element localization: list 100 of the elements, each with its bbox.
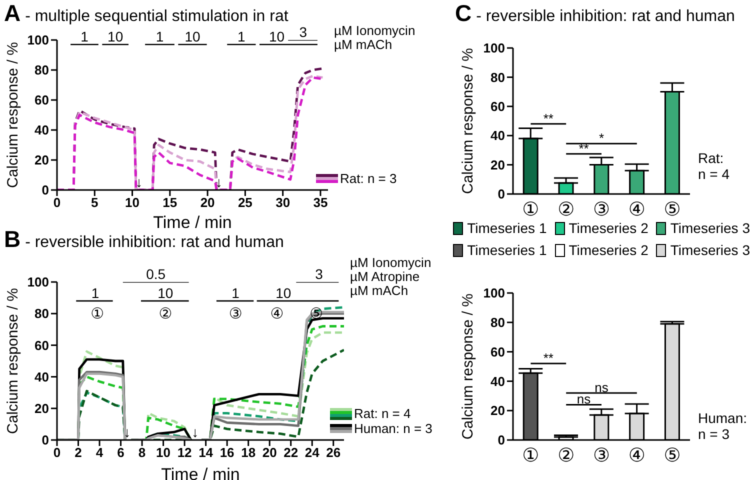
legend-label: Rat: n = 3 bbox=[340, 171, 397, 186]
annotation: 3 bbox=[299, 24, 308, 40]
annotation: 10 bbox=[269, 28, 285, 44]
y-tick-label: 80 bbox=[34, 62, 49, 78]
x-tick-label: 24 bbox=[304, 445, 320, 460]
x-tick-label: ④ bbox=[628, 198, 646, 220]
annotation: ↓ bbox=[136, 174, 143, 190]
annotation: 10 bbox=[108, 28, 124, 44]
annotation: 3 bbox=[315, 266, 324, 282]
chart-title: C - reversible inhibition: rat and human bbox=[455, 0, 735, 27]
y-tick-label: 0 bbox=[498, 432, 505, 448]
x-tick-label: ③ bbox=[592, 198, 610, 220]
text: Rat: n = 4 bbox=[698, 150, 730, 182]
x-tick-label: 12 bbox=[177, 445, 192, 460]
legend-label: Human: n = 3 bbox=[354, 421, 432, 436]
annotation: ② bbox=[158, 304, 172, 322]
x-tick-label: ① bbox=[522, 444, 540, 466]
y-tick-label: 40 bbox=[490, 374, 505, 389]
annotation: ** bbox=[543, 350, 554, 366]
y-tick-label: 60 bbox=[34, 92, 49, 108]
x-tick-label: 6 bbox=[117, 445, 124, 460]
text: Human: n = 3 bbox=[698, 410, 748, 442]
text: µM mACh bbox=[334, 37, 392, 52]
annotation: 10 bbox=[158, 284, 174, 301]
x-tick-label: ③ bbox=[592, 444, 610, 466]
annotation: ns bbox=[594, 380, 609, 395]
x-axis-title: Time / min bbox=[153, 213, 232, 232]
y-tick-label: 40 bbox=[34, 122, 49, 138]
annotation: ④ bbox=[270, 304, 284, 322]
annotation: ↓ bbox=[124, 424, 131, 440]
text: µM Ionomycin bbox=[334, 23, 416, 38]
x-tick-label: 22 bbox=[284, 445, 298, 460]
y-tick-label: 60 bbox=[490, 344, 505, 360]
y-tick-label: 100 bbox=[483, 40, 505, 56]
x-tick-label: ② bbox=[558, 444, 575, 466]
y-tick-label: 100 bbox=[483, 286, 505, 301]
x-axis-title: Time / min bbox=[161, 465, 240, 480]
legend-label: Timeseries 3 bbox=[670, 220, 750, 236]
legend-label: Timeseries 2 bbox=[568, 242, 648, 258]
annotation: ③ bbox=[228, 304, 242, 322]
legend-label: Timeseries 1 bbox=[467, 242, 547, 258]
y-axis-title: Calcium response / % bbox=[4, 42, 22, 188]
annotation: 0.5 bbox=[146, 266, 166, 282]
y-tick-label: 0 bbox=[42, 432, 49, 448]
y-tick-label: 100 bbox=[27, 32, 49, 48]
y-tick-label: 20 bbox=[490, 157, 505, 172]
annotation: 1 bbox=[91, 284, 100, 301]
annotation: ① bbox=[90, 304, 104, 322]
legend-label: Timeseries 1 bbox=[467, 220, 547, 236]
x-tick-label: 16 bbox=[220, 445, 234, 460]
y-tick-label: 0 bbox=[42, 182, 49, 198]
x-tick-label: ⑤ bbox=[664, 444, 681, 466]
x-tick-label: 26 bbox=[326, 445, 341, 460]
y-tick-label: 80 bbox=[34, 306, 49, 322]
x-tick-label: 18 bbox=[241, 445, 256, 460]
annotation: 10 bbox=[276, 284, 292, 301]
x-tick-label: 35 bbox=[313, 195, 328, 210]
x-tick-label: 0 bbox=[53, 195, 61, 210]
annotation: 1 bbox=[232, 284, 240, 301]
x-tick-label: 4 bbox=[96, 445, 104, 460]
legend-label: Timeseries 2 bbox=[568, 220, 648, 236]
y-tick-label: 20 bbox=[34, 152, 49, 168]
x-tick-label: 20 bbox=[262, 445, 277, 460]
annotation: 1 bbox=[238, 28, 246, 44]
annotation: 1 bbox=[80, 28, 89, 44]
x-tick-label: 10 bbox=[125, 195, 140, 210]
text: µM mACh bbox=[350, 283, 408, 298]
x-tick-label: 10 bbox=[156, 445, 171, 460]
x-tick-label: 14 bbox=[198, 445, 214, 460]
y-tick-label: 40 bbox=[34, 369, 49, 384]
x-tick-label: 30 bbox=[276, 195, 290, 210]
annotation: 10 bbox=[184, 28, 200, 44]
annotation: ns bbox=[576, 392, 592, 407]
text: µM Ionomycin bbox=[350, 255, 432, 270]
y-tick-label: 40 bbox=[490, 128, 505, 144]
x-tick-label: ② bbox=[558, 198, 575, 220]
annotation: * bbox=[598, 130, 604, 146]
x-tick-label: ⑤ bbox=[664, 198, 681, 220]
annotation: ** bbox=[543, 110, 554, 126]
y-tick-label: 100 bbox=[27, 274, 49, 290]
y-axis-title: Calcium response / % bbox=[4, 288, 22, 434]
y-tick-label: 80 bbox=[490, 315, 505, 330]
annotation: ↓ bbox=[192, 424, 199, 440]
legend-label: Timeseries 3 bbox=[670, 242, 750, 258]
x-tick-label: ① bbox=[522, 198, 540, 220]
x-tick-label: 2 bbox=[74, 445, 82, 460]
y-axis-title: Calcium response / % bbox=[459, 48, 476, 194]
x-tick-label: 0 bbox=[53, 445, 61, 460]
x-tick-label: 20 bbox=[200, 195, 215, 210]
x-tick-label: ④ bbox=[628, 444, 646, 466]
y-tick-label: 60 bbox=[34, 338, 49, 353]
y-tick-label: 60 bbox=[490, 99, 505, 114]
x-tick-label: 15 bbox=[162, 195, 178, 210]
legend-label: Rat: n = 4 bbox=[354, 406, 411, 421]
y-tick-label: 20 bbox=[34, 401, 49, 416]
annotation: ↓ bbox=[215, 174, 222, 190]
x-tick-label: 5 bbox=[91, 195, 98, 210]
y-axis-title: Calcium response / % bbox=[459, 294, 476, 440]
x-tick-label: 8 bbox=[138, 445, 146, 460]
annotation: 1 bbox=[156, 28, 164, 44]
